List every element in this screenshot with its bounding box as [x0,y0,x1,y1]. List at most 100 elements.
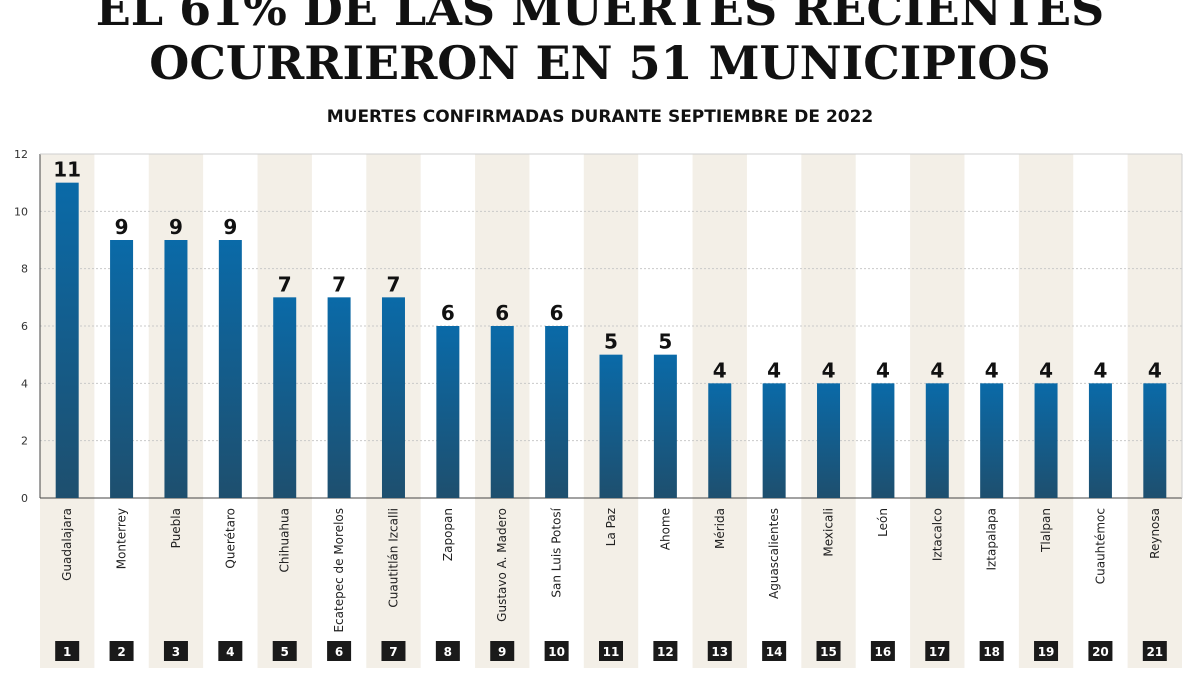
chart-title-line-2: OCURRIERON EN 51 MUNICIPIOS [149,36,1051,90]
x-category-label: Monterrey [115,508,129,569]
rank-label: 8 [444,645,452,659]
bar-value-label: 9 [115,215,129,239]
rank-box [327,641,352,661]
bar [1143,383,1167,498]
bar-value-label: 7 [332,272,346,296]
x-category-label: Guadalajara [60,508,74,581]
rank-label: 20 [1092,645,1109,659]
bar [762,383,786,498]
rank-label: 18 [983,645,1000,659]
x-category-label: Zapopan [441,508,455,561]
rank-box [544,641,569,661]
x-category-label: Ecatepec de Morelos [332,508,346,633]
bar [545,326,569,498]
bar [164,240,188,498]
y-tick-label: 12 [14,148,28,161]
rank-box [109,641,134,661]
bar [110,240,134,498]
rank-label: 17 [929,645,946,659]
rank-box [1142,641,1167,661]
bar-value-label: 9 [169,215,183,239]
bar [436,326,460,498]
bar-value-label: 4 [1039,358,1053,382]
rank-label: 9 [498,645,506,659]
rank-label: 10 [548,645,565,659]
bar-value-label: 4 [876,358,890,382]
rank-label: 5 [281,645,289,659]
bar [381,297,405,498]
x-category-label: San Luis Potosí [550,507,564,597]
bar-value-label: 9 [223,215,237,239]
x-category-label: Mexicali [822,508,836,557]
rank-label: 13 [711,645,728,659]
rank-box [762,641,787,661]
bar [55,182,79,498]
rank-box [1034,641,1059,661]
rank-label: 14 [766,645,783,659]
bar-value-label: 4 [1093,358,1107,382]
bar-value-label: 7 [278,272,292,296]
bar-value-label: 4 [713,358,727,382]
rank-box [925,641,950,661]
bar-value-label: 6 [441,301,455,325]
bar-value-label: 5 [604,330,618,354]
bar [817,383,841,498]
bar-value-label: 4 [985,358,999,382]
rank-label: 11 [603,645,620,659]
x-category-label: Cuautitlán Izcalli [386,508,400,608]
x-category-label: Tlalpan [1039,508,1053,553]
bar-value-label: 4 [1148,358,1162,382]
x-category-label: La Paz [604,508,618,546]
rank-label: 6 [335,645,343,659]
bar [871,383,895,498]
chart-title-line-1: EL 61% DE LAS MUERTES RECIENTES [95,0,1105,36]
rank-box [490,641,515,661]
rank-label: 1 [63,645,71,659]
bar-value-label: 7 [387,272,401,296]
bar-value-label: 6 [550,301,564,325]
x-category-label: Mérida [713,508,727,549]
y-tick-label: 2 [21,435,28,448]
rank-box [272,641,297,661]
rank-label: 7 [389,645,397,659]
rank-label: 12 [657,645,674,659]
rank-box [599,641,623,661]
rank-box [816,641,841,661]
bar [925,383,949,498]
rank-box [163,641,188,661]
rank-label: 2 [117,645,125,659]
bar [327,297,351,498]
rank-label: 21 [1146,645,1163,659]
rank-label: 19 [1038,645,1055,659]
bar-value-label: 6 [495,301,509,325]
x-category-label: Querétaro [223,508,237,569]
rank-label: 4 [226,645,234,659]
x-category-label: Reynosa [1148,508,1162,559]
rank-box [707,641,732,661]
bar [980,383,1004,498]
y-tick-label: 6 [21,320,28,333]
rank-box [435,641,460,661]
rank-box [653,641,678,661]
bar [490,326,514,498]
rank-label: 15 [820,645,837,659]
bar [1088,383,1112,498]
bar-value-label: 4 [767,358,781,382]
bar [1034,383,1058,498]
bar [599,354,623,498]
rank-label: 3 [172,645,180,659]
x-category-label: Iztacalco [930,508,944,561]
rank-box [381,641,406,661]
x-category-label: Chihuahua [278,508,292,572]
bar-value-label: 4 [930,358,944,382]
rank-box [218,641,243,661]
rank-label: 16 [875,645,892,659]
x-category-label: Aguascalientes [767,508,781,599]
bar [273,297,297,498]
y-tick-label: 0 [21,492,28,505]
y-tick-label: 4 [21,377,28,390]
bar-value-label: 11 [53,158,81,182]
x-category-label: León [876,508,890,537]
y-tick-label: 10 [14,205,28,218]
